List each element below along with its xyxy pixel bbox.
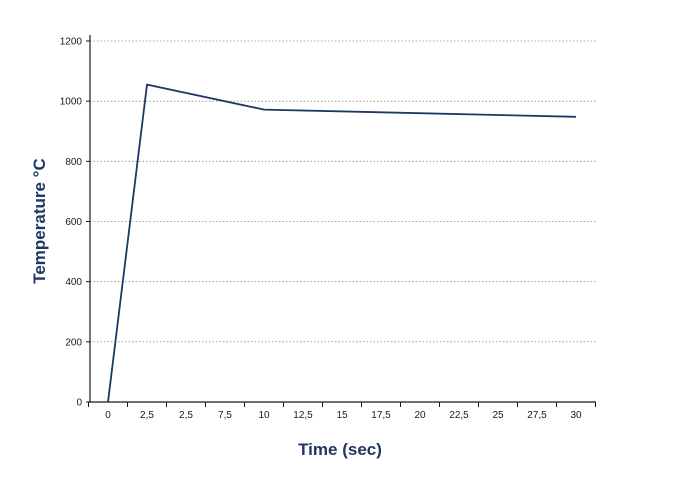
x-tick-label: 30	[570, 410, 582, 421]
x-tick-label: 2,5	[179, 410, 193, 421]
x-tick-label: 17,5	[371, 410, 391, 421]
x-tick-label: 25	[492, 410, 504, 421]
x-tick-label: 0	[105, 410, 111, 421]
x-tick-label: 20	[414, 410, 426, 421]
x-tick-label: 27,5	[527, 410, 547, 421]
y-axis-title: Temperature °C	[30, 158, 49, 284]
y-tick-label: 400	[65, 277, 82, 288]
y-tick-label: 800	[65, 157, 82, 168]
temperature-series-line	[107, 83, 577, 403]
x-tick-label: 2,5	[140, 410, 154, 421]
grid-lines	[90, 40, 596, 343]
x-tick-label: 7,5	[218, 410, 232, 421]
y-tick-label: 1200	[60, 37, 83, 48]
y-tick-label: 600	[65, 217, 82, 228]
y-axis-ticks: 0 200 400 600 800 1000 1200	[60, 37, 90, 409]
x-tick-label: 10	[258, 410, 270, 421]
x-axis-ticks: 0 2,5 2,5 7,5 10 12,5 15 17,5 20 22,5 25 27,5 30	[88, 402, 596, 421]
y-tick-label: 0	[76, 398, 82, 409]
series-group	[107, 83, 577, 403]
y-tick-label: 1000	[60, 97, 83, 108]
x-tick-label: 15	[336, 410, 348, 421]
y-tick-label: 200	[65, 337, 82, 348]
x-tick-label: 22,5	[449, 410, 469, 421]
x-axis-title: Time (sec)	[298, 440, 382, 459]
x-tick-label: 12,5	[293, 410, 313, 421]
